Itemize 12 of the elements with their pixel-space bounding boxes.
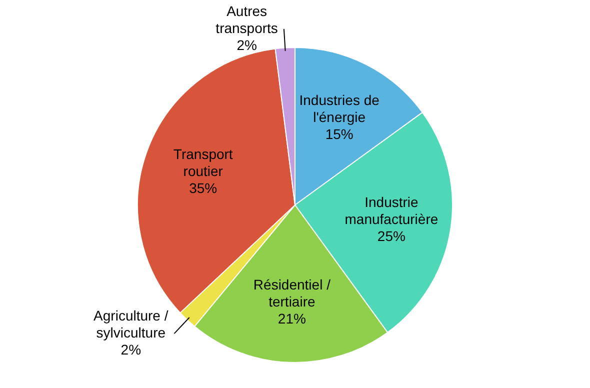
slice-label: Industrie manufacturière — [344, 194, 438, 228]
data-label: 35% — [189, 180, 218, 196]
data-label: 2% — [120, 341, 142, 358]
data-label: 15% — [325, 126, 354, 142]
data-label: 21% — [278, 310, 306, 326]
data-label: 25% — [377, 228, 406, 244]
slice-label: Agriculture / sylviculture — [94, 307, 168, 340]
slice-label: Transport routier — [173, 146, 233, 179]
slice-label: Industries de l'énergie — [299, 92, 380, 125]
data-label: 2% — [236, 36, 257, 53]
slice-label: Résidentiel / tertiaire — [253, 276, 331, 310]
slice-label: Autres transports — [216, 2, 278, 36]
